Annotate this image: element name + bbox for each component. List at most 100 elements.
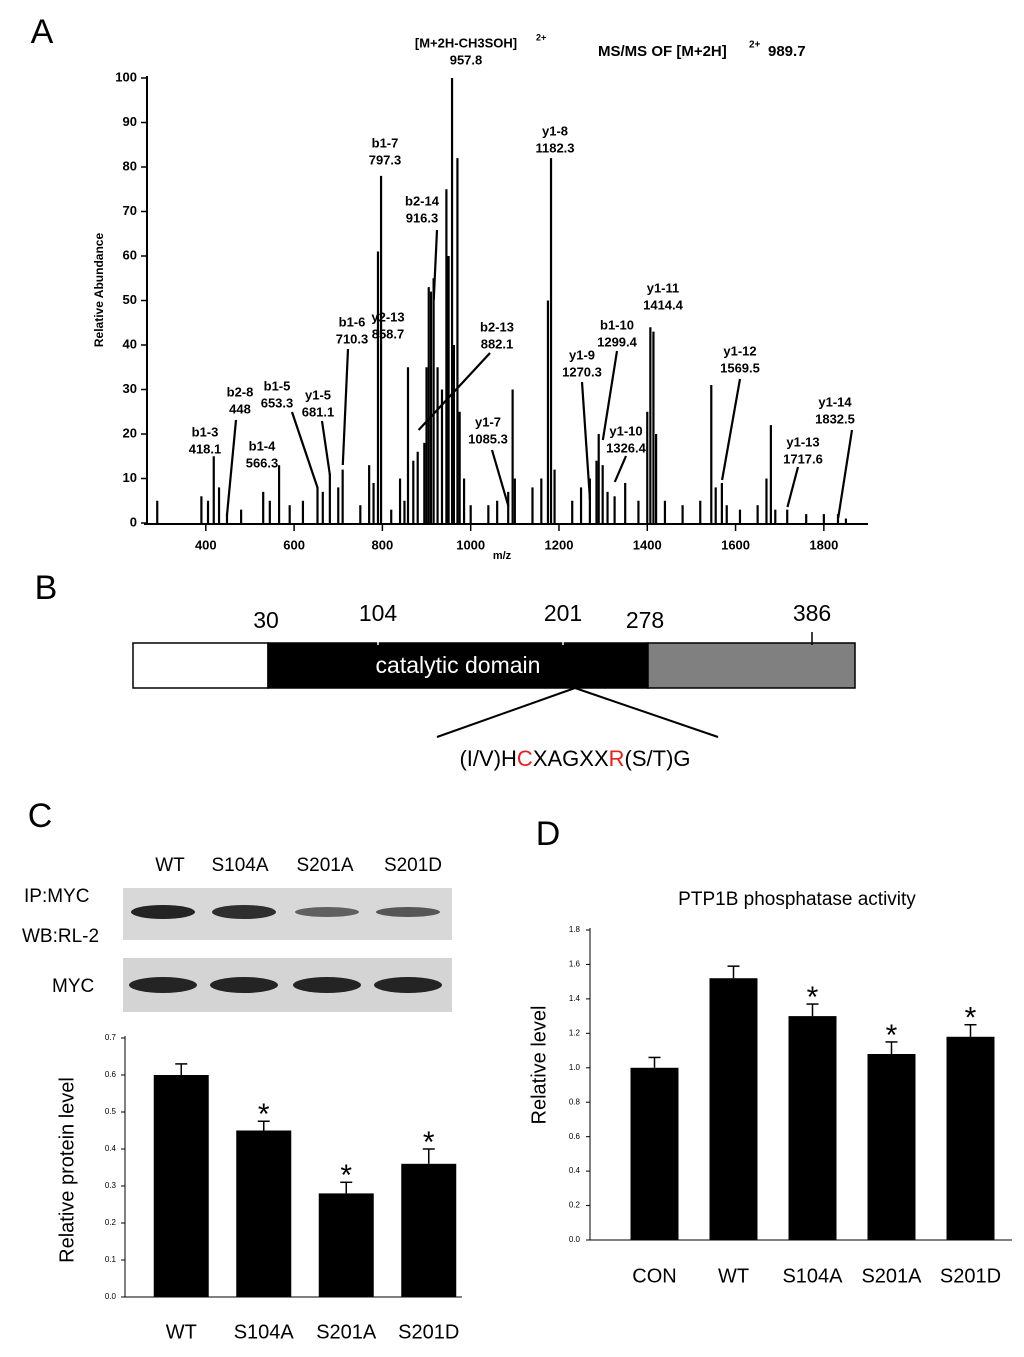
peak-mz-label: 1299.4 bbox=[597, 334, 638, 349]
blot-band bbox=[210, 977, 278, 993]
significance-star: * bbox=[340, 1159, 352, 1192]
peak-mz-label: 1085.3 bbox=[468, 431, 508, 446]
y-tick-label: 100 bbox=[115, 69, 137, 84]
zoom-line bbox=[574, 687, 719, 738]
peak-mz-label: 1414.4 bbox=[643, 297, 684, 312]
bar bbox=[401, 1163, 457, 1297]
peak-ion-label: b2-8 bbox=[227, 384, 254, 399]
x-tick-label: 1000 bbox=[456, 537, 485, 552]
bar bbox=[788, 1016, 837, 1240]
leader-line bbox=[786, 466, 800, 508]
peak-mz-label: 710.3 bbox=[336, 331, 369, 346]
y-tick-label: 0.6 bbox=[105, 1070, 117, 1079]
y-tick-label: 0.4 bbox=[105, 1144, 117, 1153]
domain-label: catalytic domain bbox=[376, 652, 541, 678]
x-tick-label: S104A bbox=[234, 1321, 295, 1343]
lane-label: S201D bbox=[384, 855, 442, 876]
peak-ion-label: [M+2H-CH3SOH] bbox=[415, 35, 517, 50]
x-tick-label: S201A bbox=[861, 1265, 922, 1287]
residue-label: 104 bbox=[359, 600, 398, 626]
blot-row-label: MYC bbox=[52, 976, 94, 997]
significance-star: * bbox=[965, 1002, 977, 1035]
leader-line bbox=[613, 455, 628, 483]
y-tick-label: 1.4 bbox=[569, 994, 581, 1003]
chart-title: MS/MS OF [M+2H] bbox=[598, 43, 727, 60]
blot-row-label: WB:RL-2 bbox=[22, 926, 99, 947]
x-tick-label: 800 bbox=[372, 537, 394, 552]
residue-label: 386 bbox=[793, 600, 831, 626]
peak-mz-label: 858.7 bbox=[372, 326, 405, 341]
x-tick-label: WT bbox=[718, 1265, 749, 1287]
x-axis-label: m/z bbox=[493, 550, 512, 562]
x-tick-label: S201A bbox=[316, 1321, 377, 1343]
blot-band bbox=[131, 905, 195, 919]
leader-line bbox=[320, 420, 331, 476]
significance-star: * bbox=[886, 1019, 898, 1052]
x-tick-label: WT bbox=[166, 1321, 197, 1343]
peak-ion-label: y2-13 bbox=[371, 309, 404, 324]
x-tick-label: S104A bbox=[782, 1265, 843, 1287]
peak-mz-label: 681.1 bbox=[302, 404, 335, 419]
leader-line bbox=[601, 350, 619, 441]
bar bbox=[709, 978, 758, 1240]
lane-label: WT bbox=[155, 855, 185, 876]
blot-band bbox=[376, 907, 440, 917]
peak-mz-label: 882.1 bbox=[481, 336, 514, 351]
peak-mz-label: 1569.5 bbox=[720, 360, 760, 375]
panel-label: A bbox=[31, 13, 54, 51]
lane-label: S201A bbox=[296, 855, 353, 876]
motif-part: R bbox=[609, 746, 625, 771]
x-tick-label: 1600 bbox=[721, 537, 750, 552]
x-tick-label: 1200 bbox=[545, 537, 574, 552]
y-tick-label: 70 bbox=[123, 203, 137, 218]
peak-mz-label: 1717.6 bbox=[783, 451, 823, 466]
significance-star: * bbox=[423, 1126, 435, 1159]
y-tick-label: 10 bbox=[123, 470, 137, 485]
chart-title-superscript: 2+ bbox=[749, 40, 761, 51]
y-tick-label: 0.2 bbox=[105, 1218, 117, 1227]
y-axis-label: Relative level bbox=[528, 1006, 550, 1125]
y-tick-label: 0.8 bbox=[569, 1097, 581, 1106]
peak-ion-label: y1-14 bbox=[818, 394, 852, 409]
peak-mz-label: 957.8 bbox=[450, 52, 483, 67]
x-tick-label: CON bbox=[632, 1265, 676, 1287]
y-tick-label: 20 bbox=[123, 425, 137, 440]
y-tick-label: 0.1 bbox=[105, 1255, 117, 1264]
panel-label: C bbox=[28, 797, 53, 835]
peak-ion-label: y1-13 bbox=[786, 434, 819, 449]
x-tick-label: S201D bbox=[398, 1321, 459, 1343]
zoom-line bbox=[436, 687, 576, 738]
peak-mz-label: 1326.4 bbox=[606, 440, 647, 455]
y-tick-label: 0.4 bbox=[569, 1166, 581, 1175]
peak-mz-label: 418.1 bbox=[189, 441, 222, 456]
y-tick-label: 0.6 bbox=[569, 1132, 581, 1141]
peak-ion-label: y1-7 bbox=[475, 414, 501, 429]
y-tick-label: 1.2 bbox=[569, 1028, 581, 1037]
y-tick-label: 0 bbox=[130, 514, 137, 529]
blot-band bbox=[293, 977, 361, 993]
x-tick-label: 600 bbox=[283, 537, 305, 552]
bar bbox=[867, 1054, 916, 1240]
peak-ion-label: b1-6 bbox=[339, 314, 366, 329]
motif-part: (I/V)H bbox=[459, 746, 516, 771]
y-tick-label: 1.8 bbox=[569, 925, 581, 934]
peak-ion-label: b1-3 bbox=[192, 424, 219, 439]
y-tick-label: 0.3 bbox=[105, 1181, 117, 1190]
y-tick-label: 0.5 bbox=[105, 1107, 117, 1116]
lane-label: S104A bbox=[211, 855, 268, 876]
bar bbox=[153, 1075, 209, 1297]
peak-ion-label: b2-13 bbox=[480, 319, 514, 334]
y-tick-label: 50 bbox=[123, 292, 137, 307]
peak-charge-label: 2+ bbox=[536, 32, 546, 42]
x-tick-label: 1800 bbox=[809, 537, 838, 552]
significance-star: * bbox=[258, 1098, 270, 1131]
peak-mz-label: 1832.5 bbox=[815, 411, 855, 426]
y-tick-label: 60 bbox=[123, 247, 137, 262]
n-terminal-region bbox=[132, 642, 269, 689]
leader-line bbox=[490, 449, 510, 507]
blot-band bbox=[212, 905, 276, 919]
motif-sequence: (I/V)HCXAGXXR(S/T)G bbox=[459, 746, 690, 771]
leader-line bbox=[225, 419, 238, 516]
leader-line bbox=[580, 381, 592, 501]
